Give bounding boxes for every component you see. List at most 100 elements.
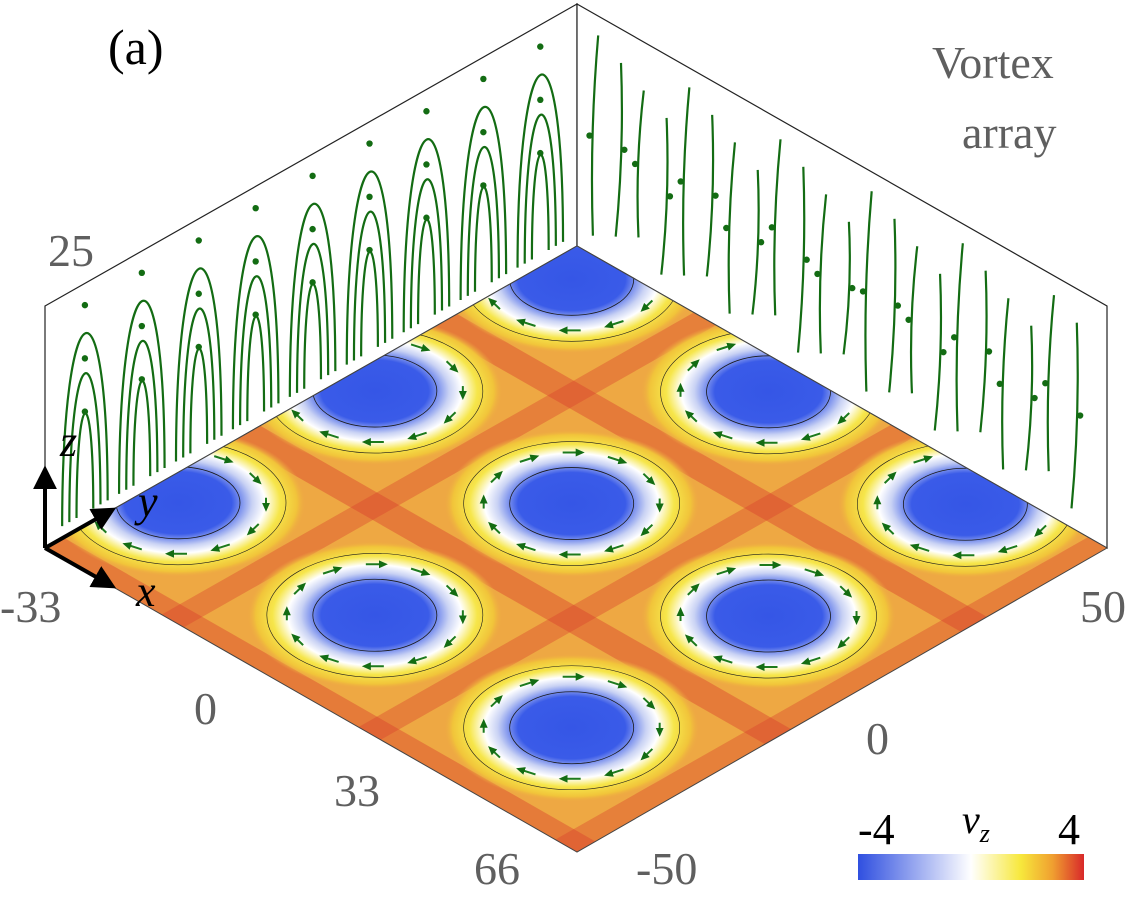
streamline-arrowhead	[1042, 379, 1049, 387]
axis-triad	[33, 465, 117, 589]
vortex-cell	[246, 541, 503, 690]
streamline-arrowhead	[985, 348, 993, 355]
y-axis-label: y	[138, 477, 158, 526]
vortex-arrow	[642, 472, 656, 486]
vortex-arrow	[837, 412, 850, 425]
streamline-arrowhead	[423, 214, 430, 221]
vortex-arrow	[837, 636, 850, 649]
streamlines-right-wall	[586, 35, 1084, 509]
streamline-arrowhead	[537, 43, 544, 50]
vortex-cell	[443, 653, 700, 802]
vortex-arrow	[909, 543, 930, 552]
vortex-arrow	[640, 299, 654, 312]
vortex-arrow	[488, 521, 501, 535]
streamline-arrowhead	[423, 161, 430, 168]
streamline-arrowhead	[803, 256, 810, 263]
streamline-arrowhead	[480, 75, 487, 83]
streamline-arrowhead	[905, 316, 912, 323]
vortex-arrow	[519, 678, 540, 688]
streamline-arrowhead	[195, 343, 202, 351]
streamline-arrowhead	[366, 140, 373, 147]
floor-outline	[43, 245, 1109, 853]
vortex-arrow	[1034, 524, 1047, 537]
title-line-1: Vortex	[932, 37, 1054, 88]
streamline-arrowhead	[138, 322, 146, 330]
vortex-arrow	[319, 654, 339, 663]
streamline-arch	[345, 170, 394, 365]
streamlines-left-wall	[61, 43, 565, 527]
streamline-arrowhead	[940, 348, 947, 356]
x-tick-label-1: 0	[194, 683, 217, 734]
vortex-arrow	[319, 430, 339, 439]
vortex-arrow	[684, 410, 698, 423]
streamline-arch	[352, 210, 387, 361]
streamline-arrowhead	[631, 160, 639, 168]
vortex-arrow	[488, 746, 501, 759]
colorbar-title-sub: z	[979, 819, 990, 848]
vortex-arrow	[800, 656, 821, 665]
vortex-contour	[706, 579, 831, 653]
z-axis-label: z	[60, 417, 78, 466]
ridge-line-u	[187, 391, 839, 779]
vortex-contour	[509, 691, 635, 765]
streamline-arch	[288, 202, 337, 397]
y-tick-label-1: 0	[866, 713, 889, 764]
vortex-arrow	[490, 695, 503, 708]
streamline-arrowhead	[252, 204, 259, 212]
streamline-arch	[68, 372, 102, 523]
vortex-arrow	[249, 472, 262, 485]
vortex-arrow	[804, 568, 825, 577]
streamline-arrowhead	[950, 334, 958, 341]
vortex-cell	[443, 429, 700, 578]
vortex-core	[443, 246, 700, 354]
vortex-arrow	[293, 582, 307, 595]
streamline-arrowhead	[814, 270, 821, 278]
streamline-arrowhead	[138, 269, 146, 277]
vortex-contour	[509, 467, 635, 540]
vortex-arrow	[684, 634, 698, 647]
ridge-line-v	[114, 279, 764, 661]
streamline-arch	[459, 105, 508, 300]
streamline-arrowhead	[309, 172, 316, 180]
vortex-arrow	[443, 635, 457, 648]
vortex-arrow	[246, 523, 260, 536]
vortex-core	[640, 542, 897, 691]
streamline-arrowhead	[1076, 412, 1084, 419]
vortex-arrow	[687, 359, 700, 372]
vortex-arrow	[322, 566, 343, 575]
vortex-arrow	[210, 543, 231, 552]
vortex-arrow	[716, 342, 737, 352]
ridge-line-u	[384, 279, 1036, 668]
colorbar-max-label: 4	[1058, 805, 1080, 854]
vortex-arrow	[607, 455, 628, 465]
vortex-arrow	[519, 454, 540, 463]
vortex-arrow	[516, 542, 536, 552]
panel-label: (a)	[108, 19, 164, 75]
vortex-arrow	[516, 767, 536, 776]
ridge-lines	[45, 279, 1107, 852]
colorbar	[858, 854, 1084, 880]
vortex-arrow	[407, 655, 427, 665]
streamline-arrowhead	[252, 258, 259, 265]
x-tick-label-3: 66	[474, 843, 520, 894]
streamline-arrowhead	[309, 225, 316, 233]
vortex-arrow	[716, 567, 737, 576]
streamline-arrowhead	[480, 182, 487, 189]
vortex-arrow	[291, 409, 304, 422]
ridge-line-v	[310, 391, 961, 774]
streamline-arrowhead	[81, 355, 89, 362]
vortex-arrow	[687, 583, 700, 596]
vortex-contour	[902, 467, 1028, 541]
vortex-contour	[312, 578, 438, 652]
z-tick-label: 25	[48, 225, 94, 276]
streamline-arrowhead	[138, 376, 146, 383]
streamline-arch	[174, 267, 223, 462]
streamline-arrowhead	[480, 128, 487, 136]
streamline-arrowhead	[309, 279, 316, 286]
vortex-arrow	[443, 411, 457, 424]
vortex-arrow	[883, 471, 897, 484]
streamline-arch	[409, 178, 444, 329]
streamline-arrowhead	[81, 301, 89, 309]
streamline-arrowhead	[81, 408, 89, 415]
